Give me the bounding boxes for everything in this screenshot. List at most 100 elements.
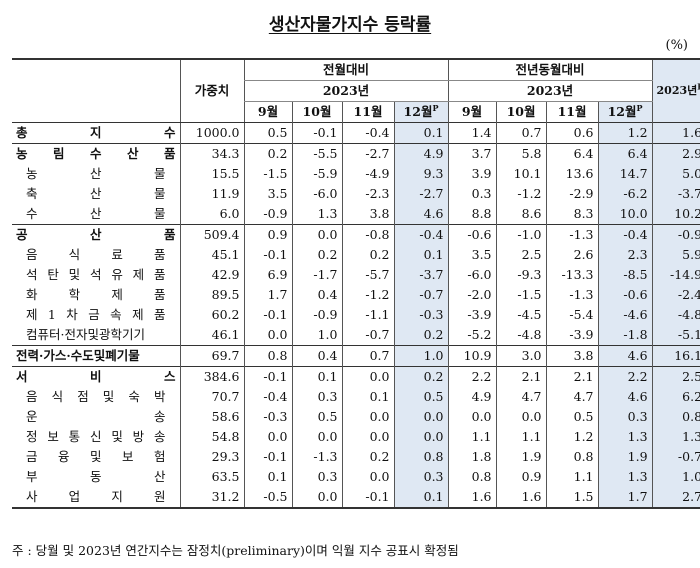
yoy-value: -6.0	[447, 265, 497, 285]
yoy-month-3: 12월P	[597, 101, 653, 123]
mom-value: 1.0	[393, 345, 449, 367]
mom-value: 0.1	[243, 467, 292, 487]
mom-value: 0.9	[243, 224, 292, 245]
yoy-value: -0.4	[597, 224, 653, 245]
yoy-value: 10.0	[597, 204, 653, 225]
yoy-value: -2.9	[545, 184, 599, 204]
mom-value: 0.5	[393, 387, 449, 407]
mom-value: -1.2	[341, 285, 394, 305]
yoy-value: -2.0	[447, 285, 497, 305]
yoy-value: 0.9	[495, 467, 547, 487]
unit-label: (%)	[665, 38, 689, 53]
yoy-value: -4.8	[495, 325, 547, 346]
weight-header: 가중치	[179, 59, 244, 123]
row-label: 축 산 물	[26, 186, 166, 201]
table-row: 사 업 지 원31.2-0.50.0-0.10.11.61.61.51.72.7	[12, 487, 700, 508]
row-weight: 509.4	[179, 224, 244, 245]
annual-value: 6.2	[651, 387, 700, 407]
yoy-value: 6.4	[545, 143, 599, 164]
row-weight: 69.7	[179, 345, 244, 367]
annual-month-blank	[651, 101, 700, 123]
row-weight: 34.3	[179, 143, 244, 164]
row-weight: 54.8	[179, 427, 244, 447]
annual-value: 10.2	[651, 204, 700, 225]
yoy-value: 4.9	[447, 387, 497, 407]
mom-value: -2.7	[341, 143, 394, 164]
yoy-value: 1.4	[447, 122, 497, 144]
table-row: 음 식 점 및 숙 박 70.7 -0.4 0.3 0.1 0.5 4.9 4.7 4.7 4.6…	[12, 387, 700, 407]
yoy-value: 2.5	[495, 245, 547, 265]
yoy-value: 2.6	[545, 245, 599, 265]
mom-value: 0.0	[393, 427, 449, 447]
table-row: 공 산 품 509.4 0.9 0.0 -0.8 -0.4 -0.6 -1.0 -1.3 -0.4…	[12, 224, 700, 245]
row-weight: 15.5	[179, 164, 244, 184]
yoy-value: 0.7	[495, 122, 547, 144]
annual-value: 0.8	[651, 407, 700, 427]
yoy-value: 6.4	[597, 143, 653, 164]
mom-value: -5.9	[291, 164, 342, 184]
mom-value: -1.1	[341, 305, 394, 325]
annual-value: -14.9	[651, 265, 700, 285]
yoy-value: 3.8	[545, 345, 599, 367]
table-row: 정 보 통 신 및 방 송 54.8 0.0 0.0 0.0 0.0 1.1 1.1 1.2 1.…	[12, 427, 700, 447]
mom-value: -0.1	[341, 487, 394, 508]
yoy-value: -4.6	[597, 305, 653, 325]
table-row: 석 탄 및 석 유 제 품 42.9 6.9 -1.7 -5.7 -3.7 -6.0 -9.3…	[12, 265, 700, 285]
mom-value: 0.2	[393, 366, 449, 387]
yoy-year: 2023년	[447, 80, 653, 102]
annual-value: 2.5	[651, 366, 700, 387]
yoy-value: 5.8	[495, 143, 547, 164]
yoy-value: 2.2	[597, 366, 653, 387]
mom-value: -0.7	[393, 285, 449, 305]
yoy-value: -6.2	[597, 184, 653, 204]
mom-value: 0.3	[291, 387, 342, 407]
yoy-value: 0.5	[545, 407, 599, 427]
annual-value: -2.4	[651, 285, 700, 305]
mom-value: 0.0	[291, 224, 342, 245]
mom-value: 1.3	[291, 204, 342, 225]
yoy-value: 1.5	[545, 487, 599, 508]
table-row: 축 산 물 11.9 3.5 -6.0 -2.3 -2.7 0.3 -1.2 -2.9 -6.2-…	[12, 184, 700, 204]
mom-value: 3.5	[243, 184, 292, 204]
yoy-value: -3.9	[545, 325, 599, 346]
row-label: 공 산 품	[16, 227, 176, 242]
mom-value: 0.1	[393, 122, 449, 144]
mom-value: 0.1	[341, 387, 394, 407]
yoy-value: 4.6	[597, 387, 653, 407]
yoy-value: -8.5	[597, 265, 653, 285]
mom-value: 0.2	[243, 143, 292, 164]
mom-value: 0.5	[291, 407, 342, 427]
yoy-value: 10.1	[495, 164, 547, 184]
row-label: 화 학 제 품	[26, 287, 166, 302]
row-label: 사 업 지 원	[26, 489, 166, 504]
yoy-value: -5.4	[545, 305, 599, 325]
row-weight: 60.2	[179, 305, 244, 325]
yoy-value: -5.2	[447, 325, 497, 346]
mom-value: -0.1	[291, 122, 342, 144]
mom-value: -0.1	[243, 366, 292, 387]
yoy-value: -1.2	[495, 184, 547, 204]
mom-value: -1.5	[243, 164, 292, 184]
mom-value: -1.7	[291, 265, 342, 285]
yoy-value: -0.6	[447, 224, 497, 245]
row-weight: 46.1	[179, 325, 244, 346]
yoy-value: -1.3	[545, 224, 599, 245]
table-row: 수 산 물 6.0 -0.9 1.3 3.8 4.6 8.8 8.6 8.3 10.0 10.2	[12, 204, 700, 225]
annual-header-blank	[651, 59, 700, 81]
mom-value: 0.7	[341, 345, 394, 367]
page-title: 생산자물가지수 등락률	[268, 15, 432, 35]
mom-value: -5.7	[341, 265, 394, 285]
table-row: 부 동 산63.50.10.30.00.30.80.91.11.31.0	[12, 467, 700, 487]
row-label: 운 송	[26, 409, 166, 424]
mom-value: -6.0	[291, 184, 342, 204]
yoy-value: -0.6	[597, 285, 653, 305]
yoy-value: 8.3	[545, 204, 599, 225]
table-row: 제 1 차 금 속 제 품 60.2 -0.1 -0.9 -1.1 -0.3 -3.9 -4.…	[12, 305, 700, 325]
yoy-value: 0.3	[447, 184, 497, 204]
row-label: 전력·가스·수도및폐기물	[16, 348, 140, 363]
row-weight: 70.7	[179, 387, 244, 407]
ppi-table: 가중치 전월대비 전년동월대비 2023년 2023년 2023년P 9월10월…	[12, 58, 700, 509]
mom-value: 4.9	[393, 143, 449, 164]
mom-value: -2.7	[393, 184, 449, 204]
